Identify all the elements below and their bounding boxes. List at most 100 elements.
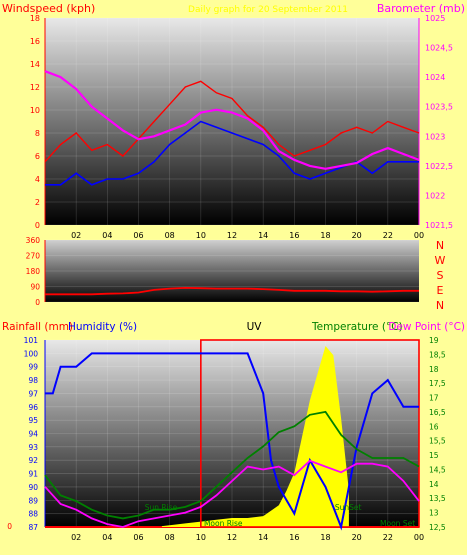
tick-label: 00 [414,231,424,240]
dewpoint-title: Dew Point (°C) [388,321,465,333]
tick-label: 16 [289,533,299,542]
tick-label: 14 [258,231,268,240]
barometer-axis-ticks: 1021,5 1022 1022,5 1023 1023,5 1024 1024,5 1025 [425,14,453,230]
tick-label: 02 [71,533,81,542]
tick-label: 08 [165,533,175,542]
humidity-temperature-chart: Rainfall (mm) Humidity (%) UV Temperatur… [2,321,465,542]
tick-label: 99 [28,363,38,372]
uv-area [161,346,349,527]
tick-label: 18 [429,365,439,374]
tick-label: 0 [35,298,40,307]
tick-label: 22 [383,533,393,542]
bottom-plot-area [45,340,419,527]
tick-label: 02 [71,231,81,240]
tick-label: 18 [320,533,330,542]
windspeed-line [44,80,420,163]
tick-label: 90 [28,483,38,492]
tick-label: 18 [30,14,40,23]
barometer-title: Barometer (mb) [377,2,465,15]
tick-label: 93 [28,443,38,452]
tick-label: 12 [30,83,40,92]
tick-label: 91 [28,470,38,479]
tick-label: 88 [28,510,38,519]
temperature-axis-ticks: 12,5 13 13,5 14 14,5 15 15,5 16 16,5 17 17,5 18 18,5… [429,336,446,532]
wind-direction-line [45,286,419,296]
tick-label: 12,5 [429,523,446,532]
tick-label: 1024 [425,73,445,82]
tick-label: 04 [102,533,112,542]
tick-label: 04 [102,231,112,240]
compass-label: N [436,299,444,312]
tick-label: 1025 [425,14,445,23]
tick-label: 6 [35,152,40,161]
moon-rise-label: Moon Rise [204,519,243,528]
tick-label: 1021,5 [425,221,453,230]
uv-title: UV [247,321,263,333]
tick-label: 16 [289,231,299,240]
windspeed-barometer-chart: Windspeed (kph) Daily graph for 20 Septe… [2,2,465,240]
humidity-title: Humidity (%) [68,321,137,333]
tick-label: 17,5 [429,379,446,388]
compass-label: W [435,254,446,267]
top-plot-area [45,18,419,225]
temperature-title: Temperature (°C) [311,321,403,333]
tick-label: 180 [26,267,41,276]
tick-label: 22 [383,231,393,240]
tick-label: 16 [30,37,40,46]
tick-label: 92 [28,456,38,465]
daily-graph-title: Daily graph for 20 September 2011 [188,5,348,15]
tick-label: 10 [196,231,206,240]
tick-label: 101 [24,336,39,345]
tick-label: 16,5 [429,408,446,417]
tick-label: 13,5 [429,494,446,503]
tick-label: 96 [28,403,38,412]
tick-label: 1023 [425,132,445,141]
tick-label: 4 [35,175,40,184]
tick-label: 16 [429,422,439,431]
direction-axis-ticks: 0 90 180 270 360 [26,236,41,307]
tick-label: 14 [258,533,268,542]
tick-label: 08 [165,231,175,240]
tick-label: 8 [35,129,40,138]
tick-label: 06 [133,231,143,240]
tick-label: 06 [133,533,143,542]
tick-label: 90 [30,283,40,292]
tick-label: 14 [30,60,40,69]
tick-label: 10 [196,533,206,542]
compass-label: S [437,269,444,282]
sun-moon-annotations: Sun Rise Moon Rise SunSet Moon Set [145,503,415,528]
tick-label: 14,5 [429,465,446,474]
tick-label: 87 [28,523,38,532]
tick-label: 15,5 [429,437,446,446]
tick-label: 2 [35,198,40,207]
tick-label: 89 [28,496,38,505]
tick-label: 17 [429,394,439,403]
rain-tick-label: 0 [7,522,12,531]
tick-label: 13 [429,509,439,518]
sun-rise-label: Sun Rise [145,503,178,512]
tick-label: 94 [28,430,38,439]
tick-label: 12 [227,231,237,240]
tick-label: 12 [227,533,237,542]
windspeed-axis-ticks: 0 2 4 6 8 10 12 14 16 18 [30,14,40,230]
moon-set-label: Moon Set [380,519,415,528]
tick-label: 19 [429,336,439,345]
tick-label: 360 [26,236,41,245]
bottom-series [44,339,420,531]
direction-series [45,286,419,296]
tick-label: 20 [352,533,362,542]
tick-label: 270 [26,252,41,261]
humidity-line [45,352,419,531]
top-time-axis-ticks: 02 04 06 08 10 12 14 16 18 20 22 00 [71,231,424,240]
tick-label: 0 [35,221,40,230]
temperature-line [44,410,420,520]
tick-label: 18 [320,231,330,240]
windspeed-title: Windspeed (kph) [2,2,95,15]
daylight-frame [200,339,420,528]
top-series [44,70,420,186]
tick-label: 14 [429,480,439,489]
barometer-line [44,70,420,170]
tick-label: 20 [352,231,362,240]
